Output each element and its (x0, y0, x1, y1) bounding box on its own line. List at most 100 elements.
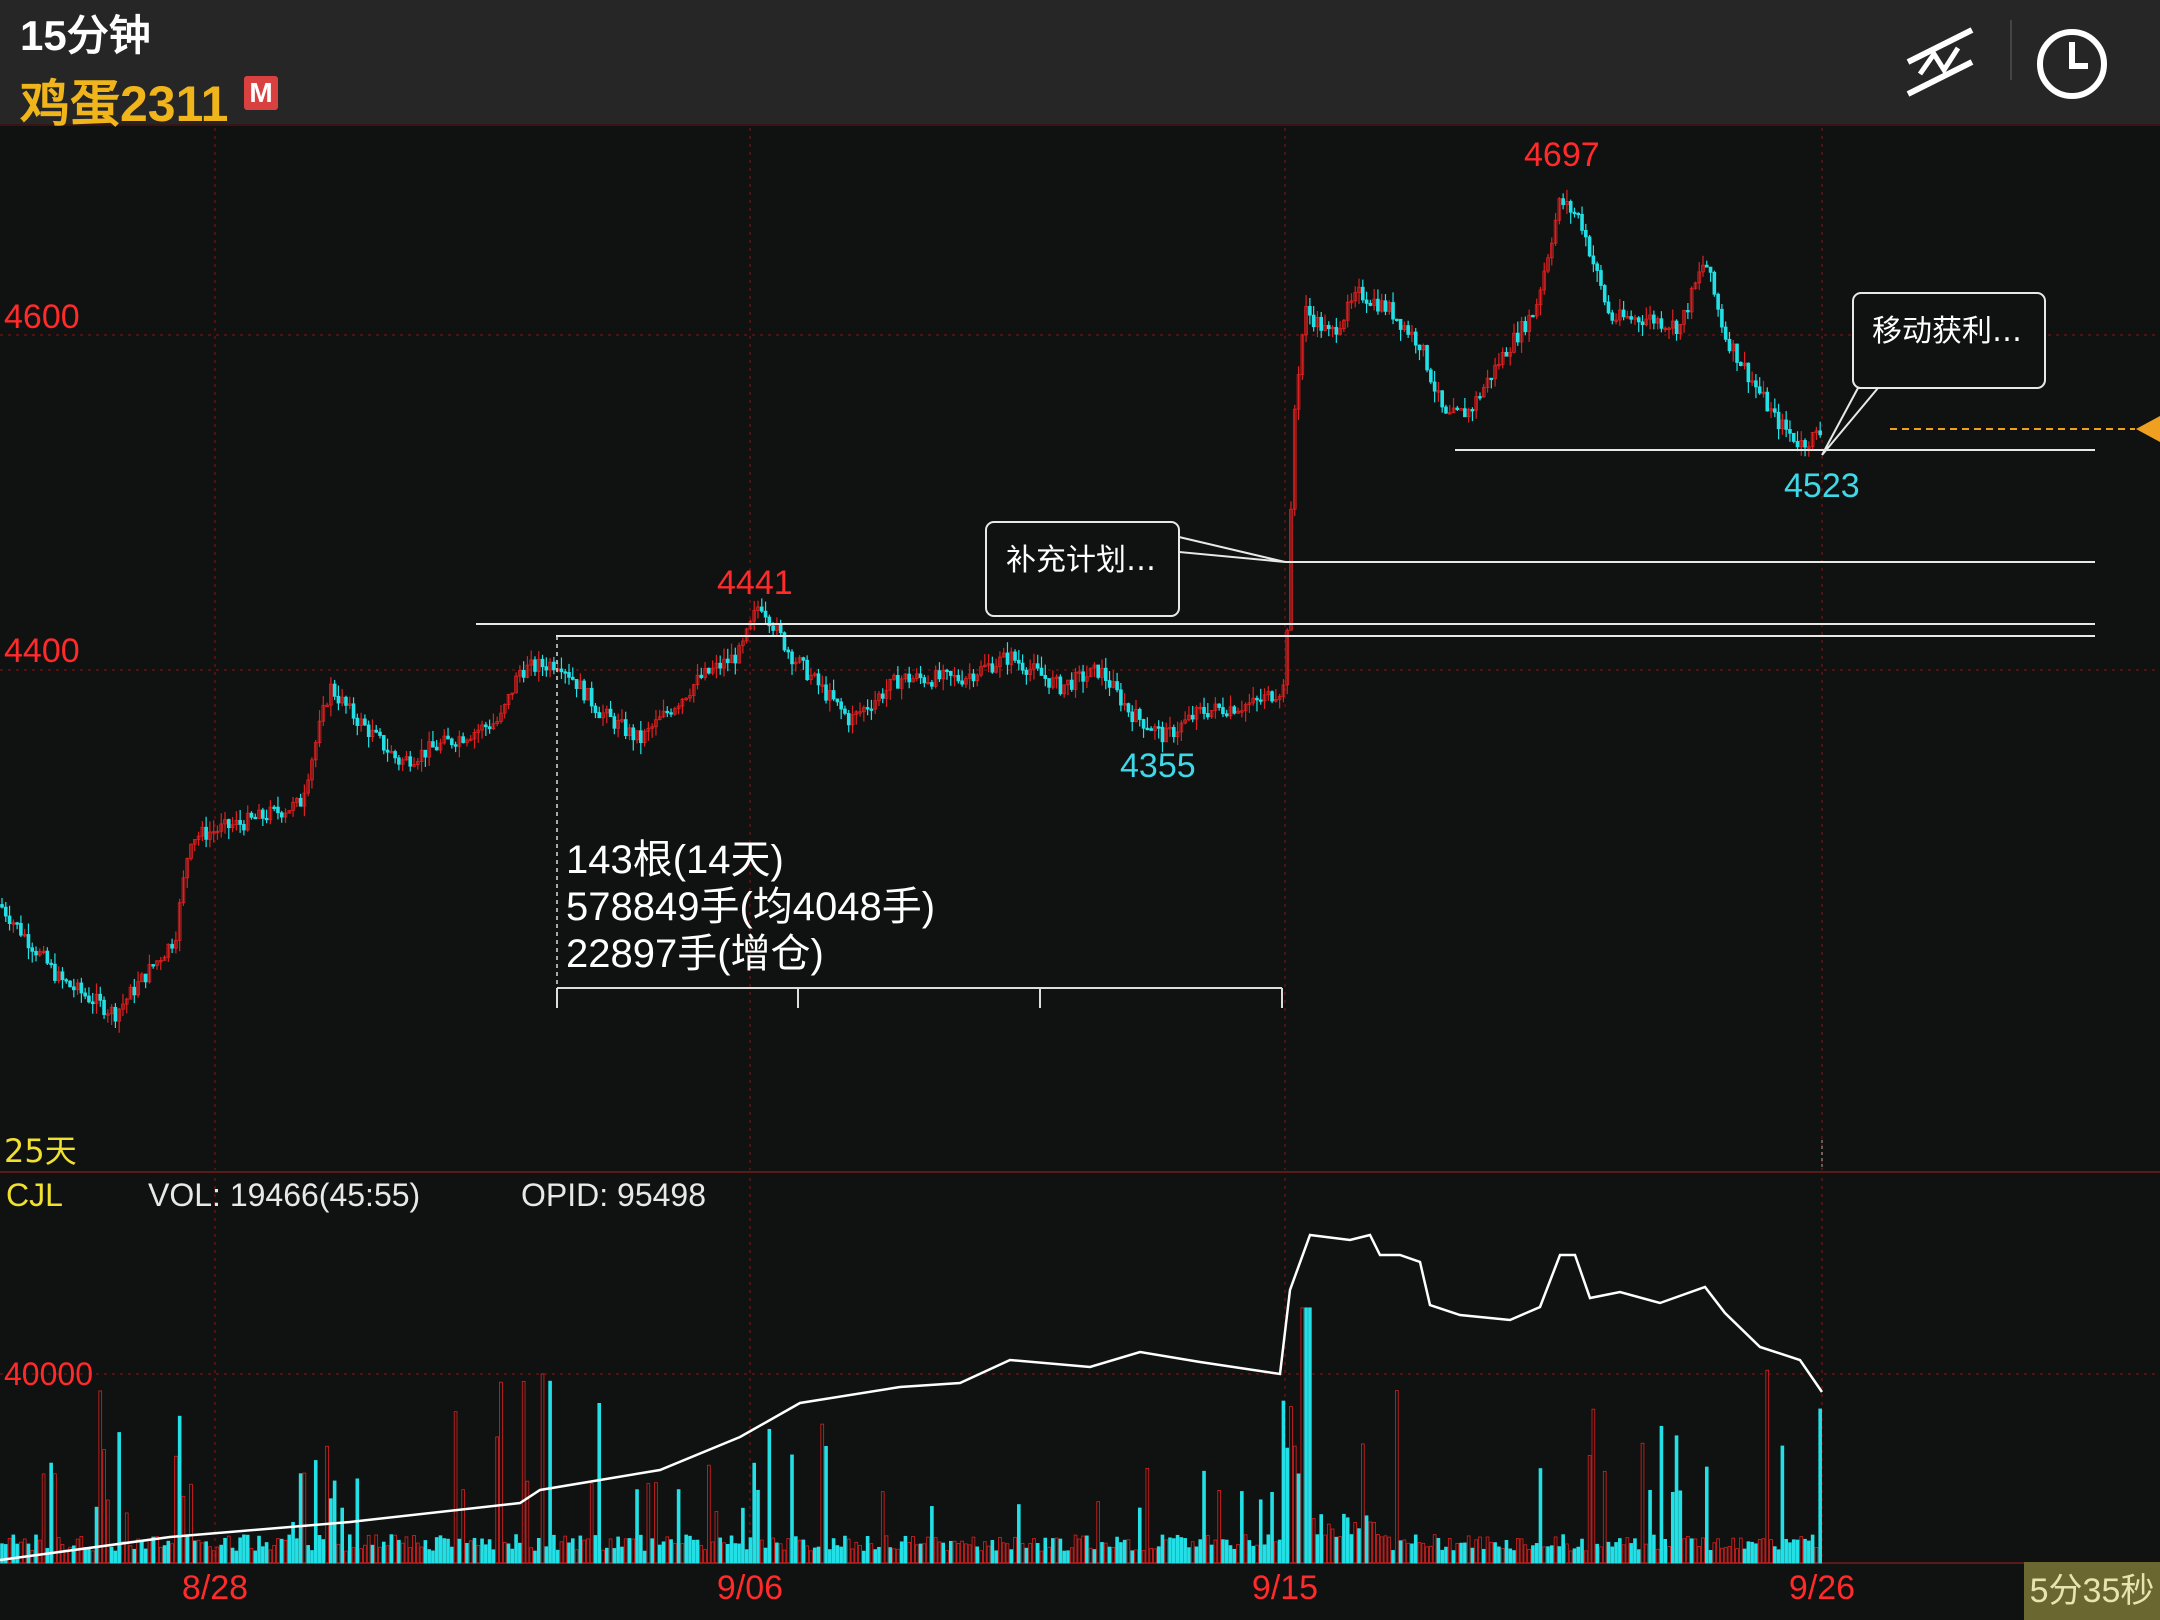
drawing-tool-icon[interactable] (1900, 22, 1980, 102)
candle-body (805, 659, 809, 681)
volume-bar (242, 1534, 246, 1564)
volume-bar (1039, 1550, 1044, 1564)
candle-body (166, 943, 171, 958)
volume-bar (1247, 1540, 1252, 1564)
volume-bar (1013, 1536, 1017, 1564)
candle-body (1047, 678, 1051, 688)
candle-body (544, 666, 549, 671)
candle-body (1217, 703, 1221, 708)
candle-body (1470, 409, 1475, 412)
last-price-marker (2136, 416, 2160, 442)
candle-body (880, 693, 885, 699)
candle-body (1005, 652, 1010, 665)
volume-bar (1402, 1539, 1407, 1564)
volume-bar (1788, 1542, 1792, 1564)
open-interest-line (0, 1233, 1824, 1562)
volume-bar (548, 1380, 552, 1564)
candle-body (574, 679, 579, 689)
candle-body (1723, 326, 1728, 340)
volume-bar (1406, 1542, 1410, 1564)
volume-bar (707, 1464, 711, 1564)
kline-chart[interactable]: 143根(14天)578849手(均4048手)22897手(增仓) 补充计划… 移… (0, 124, 2160, 1620)
volume-bar (487, 1539, 492, 1564)
candle-body (510, 692, 515, 695)
candle-body (1644, 318, 1649, 326)
volume-bar (306, 1545, 310, 1564)
volume-bar (801, 1539, 806, 1564)
candle-body (771, 625, 775, 631)
volume-bar (1561, 1534, 1565, 1564)
volume-bar (158, 1546, 163, 1564)
volume-bar (1655, 1548, 1660, 1564)
candle-body (1561, 198, 1565, 206)
clock-icon[interactable] (2032, 24, 2112, 104)
candle-body (393, 751, 397, 759)
candle-body (155, 960, 159, 966)
candle-body (1240, 710, 1244, 713)
volume-bar (567, 1542, 571, 1564)
volume-bar (1731, 1537, 1736, 1564)
candle-body (461, 736, 465, 743)
candle-body (1485, 377, 1490, 388)
volume-bar (393, 1534, 397, 1564)
volume-bar (1338, 1536, 1342, 1564)
volume-bar (1761, 1538, 1766, 1564)
candle-body (1550, 242, 1554, 259)
volume-bar (215, 1546, 220, 1564)
candle-body (366, 724, 371, 738)
volume-bar (771, 1537, 775, 1564)
volume-bar (1001, 1542, 1006, 1564)
volume-bar (378, 1546, 382, 1564)
candle-body (1361, 286, 1365, 301)
candle-body (589, 687, 594, 707)
volume-bar (884, 1535, 889, 1564)
annotation-text-2: 移动获利… (1872, 314, 2022, 349)
volume-bar (313, 1460, 318, 1564)
candle-body (1584, 229, 1588, 238)
volume-bar (1092, 1549, 1097, 1564)
volume-bar (480, 1538, 484, 1564)
candle-body (865, 707, 870, 710)
candle-body (707, 667, 711, 674)
candle-body (279, 812, 284, 818)
candle-body (1304, 305, 1308, 336)
local-low-label: 4355 (1120, 747, 1196, 785)
candle-body (1625, 316, 1630, 319)
candle-body (336, 695, 341, 704)
instrument-name[interactable]: 鸡蛋2311 (20, 76, 229, 132)
candle-body (1489, 377, 1494, 381)
candle-body (1357, 286, 1361, 294)
volume-bar (1780, 1445, 1785, 1564)
candle-body (121, 1003, 125, 1010)
volume-bar (1168, 1537, 1172, 1564)
candle-body (1266, 691, 1271, 696)
volume-bar (775, 1542, 779, 1564)
candle-body (1043, 675, 1048, 679)
volume-bar (1221, 1539, 1225, 1564)
candle-body (1141, 719, 1146, 729)
candle-body (1051, 677, 1055, 688)
candle-body (7, 915, 12, 924)
candle-body (136, 981, 140, 996)
volume-bar (230, 1547, 235, 1564)
candle-body (60, 971, 65, 981)
candle-body (1761, 391, 1766, 395)
volume-bar (461, 1489, 465, 1564)
candle-body (41, 950, 46, 954)
candle-body (1315, 316, 1320, 328)
volume-bar (1032, 1538, 1036, 1564)
volume-bar (1807, 1540, 1811, 1564)
volume-bar (1791, 1539, 1796, 1564)
volume-bar (1383, 1535, 1388, 1564)
candle-body (1326, 324, 1331, 330)
candle-body (892, 674, 896, 680)
candle-body (1557, 198, 1562, 221)
volume-bar (1372, 1521, 1376, 1564)
candle-body (491, 723, 496, 730)
candle-body (1463, 408, 1467, 418)
period-label[interactable]: 15分钟 (20, 12, 151, 59)
volume-bar (1066, 1550, 1070, 1564)
candle-body (1198, 707, 1203, 710)
candle-body (219, 823, 224, 832)
volume-bar (1187, 1547, 1191, 1564)
